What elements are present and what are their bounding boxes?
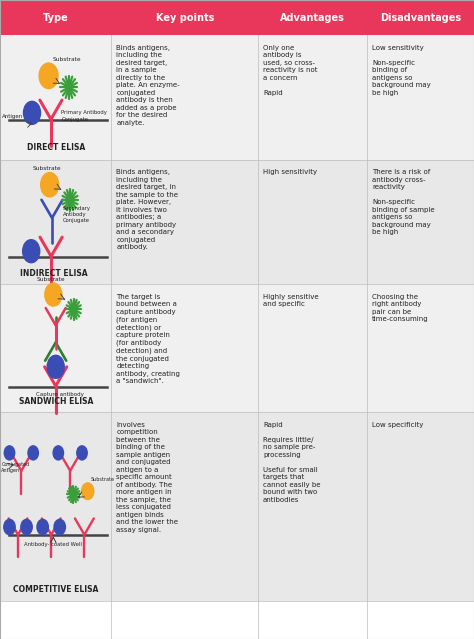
Text: SANDWICH ELISA: SANDWICH ELISA xyxy=(18,397,93,406)
Text: DIRECT ELISA: DIRECT ELISA xyxy=(27,143,85,152)
Text: Secondary
Antibody
Conjugate: Secondary Antibody Conjugate xyxy=(63,206,91,224)
Text: Substrate: Substrate xyxy=(91,477,115,482)
Text: There is a risk of
antibody cross-
reactivity

Non-specific
binding of sample
an: There is a risk of antibody cross- react… xyxy=(372,169,435,235)
Text: High sensitivity: High sensitivity xyxy=(263,169,317,175)
Text: Involves
competition
between the
binding of the
sample antigen
and conjugated
an: Involves competition between the binding… xyxy=(116,422,178,533)
Text: Disadvantages: Disadvantages xyxy=(380,13,461,22)
Text: Low sensitivity

Non-specific
binding of
antigens so
background may
be high: Low sensitivity Non-specific binding of … xyxy=(372,45,431,96)
Circle shape xyxy=(47,355,64,378)
Circle shape xyxy=(4,520,15,535)
Text: COMPETITIVE ELISA: COMPETITIVE ELISA xyxy=(13,585,99,594)
Circle shape xyxy=(54,520,65,535)
Circle shape xyxy=(77,446,87,460)
Text: Antigen: Antigen xyxy=(2,114,24,119)
Circle shape xyxy=(4,446,15,460)
Text: Antibody- coated Well: Antibody- coated Well xyxy=(24,543,82,548)
FancyBboxPatch shape xyxy=(0,284,474,412)
Text: Type: Type xyxy=(43,13,69,22)
Text: Primary Antibody
Conjugate: Primary Antibody Conjugate xyxy=(62,111,107,121)
Text: Highly sensitive
and specific: Highly sensitive and specific xyxy=(263,294,319,307)
Circle shape xyxy=(53,446,64,460)
FancyBboxPatch shape xyxy=(0,160,474,284)
FancyBboxPatch shape xyxy=(0,0,474,35)
Text: Low specificity: Low specificity xyxy=(372,422,423,427)
Text: INDIRECT ELISA: INDIRECT ELISA xyxy=(19,269,87,278)
Text: Binds antigens,
including the
desired target, in
the sample to the
plate. Howeve: Binds antigens, including the desired ta… xyxy=(116,169,178,250)
Text: Advantages: Advantages xyxy=(281,13,345,22)
FancyBboxPatch shape xyxy=(0,35,474,160)
Text: Choosing the
right antibody
pair can be
time-consuming: Choosing the right antibody pair can be … xyxy=(372,294,428,323)
Circle shape xyxy=(41,173,59,197)
Circle shape xyxy=(23,240,40,263)
Text: The target is
bound between a
capture antibody
(for antigen
detection) or
captur: The target is bound between a capture an… xyxy=(116,294,180,385)
Text: Only one
antibody is
used, so cross-
reactivity is not
a concern

Rapid: Only one antibody is used, so cross- rea… xyxy=(263,45,318,96)
Text: Substrate: Substrate xyxy=(33,166,62,171)
Circle shape xyxy=(37,520,48,535)
Circle shape xyxy=(23,102,40,125)
Circle shape xyxy=(21,520,32,535)
Text: Binds antigens,
including the
desired target,
in a sample
directly to the
plate.: Binds antigens, including the desired ta… xyxy=(116,45,180,126)
Circle shape xyxy=(28,446,38,460)
FancyBboxPatch shape xyxy=(0,412,474,601)
Text: Substrate: Substrate xyxy=(36,277,65,282)
Text: Capture antibody: Capture antibody xyxy=(36,392,84,397)
Text: Key points: Key points xyxy=(155,13,214,22)
Circle shape xyxy=(45,283,62,306)
Text: Conjugated
Antigen: Conjugated Antigen xyxy=(1,462,30,473)
Circle shape xyxy=(82,483,94,500)
Circle shape xyxy=(39,63,58,89)
Text: Rapid

Requires little/
no sample pre-
processing

Useful for small
targets that: Rapid Requires little/ no sample pre- pr… xyxy=(263,422,320,503)
Text: Substrate: Substrate xyxy=(52,57,81,62)
